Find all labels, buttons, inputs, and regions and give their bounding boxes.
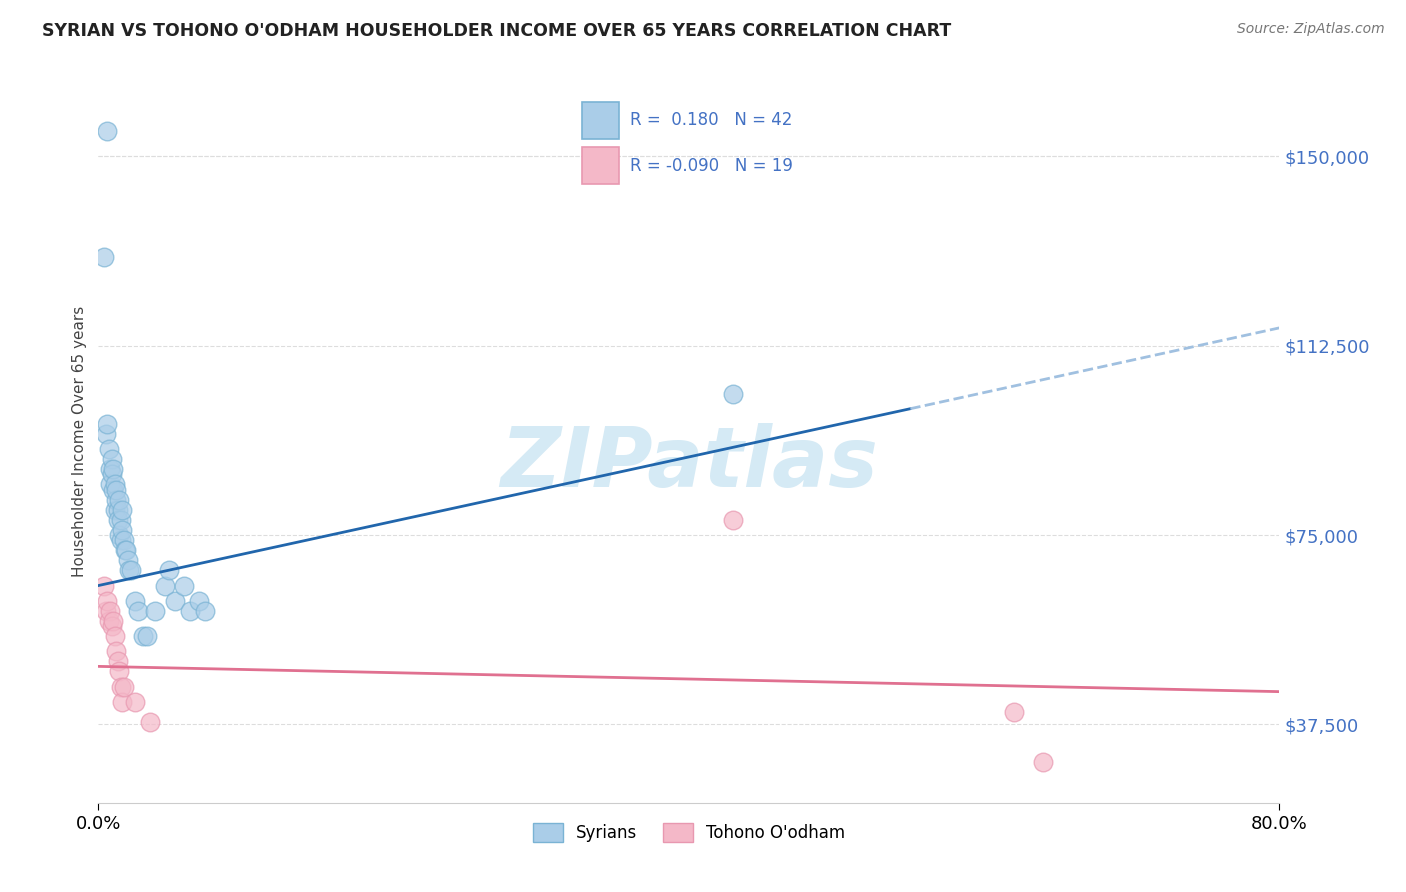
Point: [98, 604, 121, 618]
Point: [104, 502, 127, 516]
Point: [98, 462, 121, 476]
Point: [93, 578, 115, 592]
Point: [94, 427, 117, 442]
Text: Source: ZipAtlas.com: Source: ZipAtlas.com: [1237, 22, 1385, 37]
Point: [124, 593, 146, 607]
Point: [139, 714, 162, 729]
Point: [103, 462, 125, 476]
Point: [111, 523, 134, 537]
Point: [187, 593, 209, 607]
Point: [124, 695, 146, 709]
Point: [723, 386, 745, 401]
Point: [136, 629, 159, 643]
Point: [132, 629, 155, 643]
Point: [194, 604, 217, 618]
Point: [97, 442, 120, 456]
Point: [104, 477, 127, 491]
Legend: Syrians, Tohono O'odham: Syrians, Tohono O'odham: [526, 816, 852, 848]
Point: [115, 543, 138, 558]
Point: [104, 629, 127, 643]
Y-axis label: Householder Income Over 65 years: Householder Income Over 65 years: [72, 306, 87, 577]
Point: [110, 513, 132, 527]
Point: [153, 578, 176, 592]
Point: [108, 492, 131, 507]
Point: [94, 604, 117, 618]
Point: [143, 604, 166, 618]
Point: [97, 614, 120, 628]
Point: [93, 250, 115, 264]
Point: [723, 513, 745, 527]
Point: [96, 124, 118, 138]
Point: [1002, 705, 1025, 719]
Point: [111, 695, 134, 709]
Point: [100, 452, 122, 467]
Point: [111, 502, 134, 516]
Point: [105, 644, 128, 658]
Point: [117, 553, 139, 567]
Point: [157, 563, 180, 577]
Point: [118, 563, 141, 577]
Point: [100, 619, 122, 633]
Point: [165, 593, 187, 607]
Point: [108, 528, 131, 542]
Point: [107, 654, 129, 668]
Point: [98, 477, 121, 491]
Point: [108, 665, 131, 679]
Point: [100, 467, 122, 482]
Point: [105, 483, 128, 497]
Point: [127, 604, 149, 618]
Point: [1032, 756, 1054, 770]
Point: [179, 604, 201, 618]
Point: [103, 614, 125, 628]
Point: [107, 513, 129, 527]
Text: SYRIAN VS TOHONO O'ODHAM HOUSEHOLDER INCOME OVER 65 YEARS CORRELATION CHART: SYRIAN VS TOHONO O'ODHAM HOUSEHOLDER INC…: [42, 22, 952, 40]
Point: [110, 680, 132, 694]
Point: [112, 533, 135, 547]
Point: [120, 563, 142, 577]
Point: [112, 680, 135, 694]
Point: [96, 593, 118, 607]
Text: ZIPatlas: ZIPatlas: [501, 423, 877, 504]
Point: [114, 543, 136, 558]
Point: [96, 417, 118, 431]
Point: [105, 492, 128, 507]
Point: [173, 578, 195, 592]
Point: [110, 533, 132, 547]
Point: [103, 483, 125, 497]
Point: [107, 502, 129, 516]
